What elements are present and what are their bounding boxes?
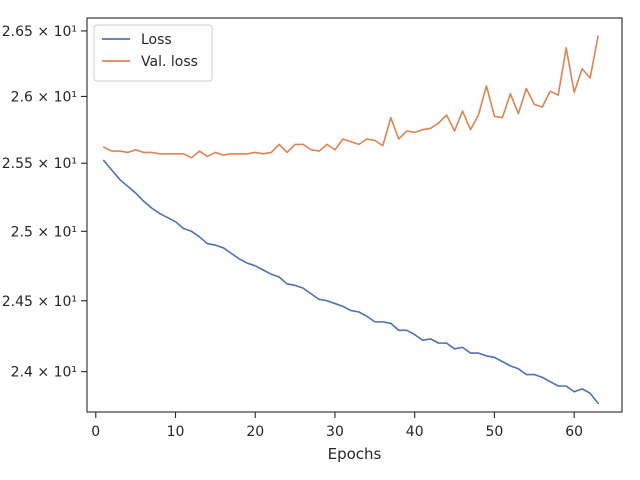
x-tick-label: 0 [91, 424, 100, 440]
series-line-1 [102, 35, 599, 159]
x-axis-ticks: 0 10 20 30 40 50 60 [91, 412, 583, 440]
y-tick-label: 2.55 × 10¹ [2, 156, 77, 172]
series-layer [102, 35, 599, 405]
x-tick-label: 40 [406, 424, 424, 440]
y-tick-label: 2.6 × 10¹ [11, 89, 77, 105]
x-tick-label: 10 [167, 424, 185, 440]
series-line-0 [102, 159, 599, 405]
plot-area-frame [86, 17, 623, 413]
x-tick-label: 30 [326, 424, 344, 440]
x-tick-label: 20 [246, 424, 264, 440]
y-tick-label: 2.4 × 10¹ [11, 365, 77, 381]
legend: Loss Val. loss [93, 24, 213, 82]
y-axis-ticks: 2.4 × 10¹ 2.45 × 10¹ 2.5 × 10¹ 2.55 × 10¹ 2.… [2, 24, 87, 381]
y-tick-label: 2.5 × 10¹ [11, 224, 77, 240]
y-tick-label: 2.45 × 10¹ [2, 294, 77, 310]
y-tick-label: 2.65 × 10¹ [2, 24, 77, 40]
x-tick-label: 60 [565, 424, 583, 440]
x-axis-label: Epochs [328, 445, 382, 463]
legend-label-1: Val. loss [141, 54, 198, 70]
legend-label-0: Loss [141, 32, 172, 48]
x-tick-label: 50 [486, 424, 504, 440]
